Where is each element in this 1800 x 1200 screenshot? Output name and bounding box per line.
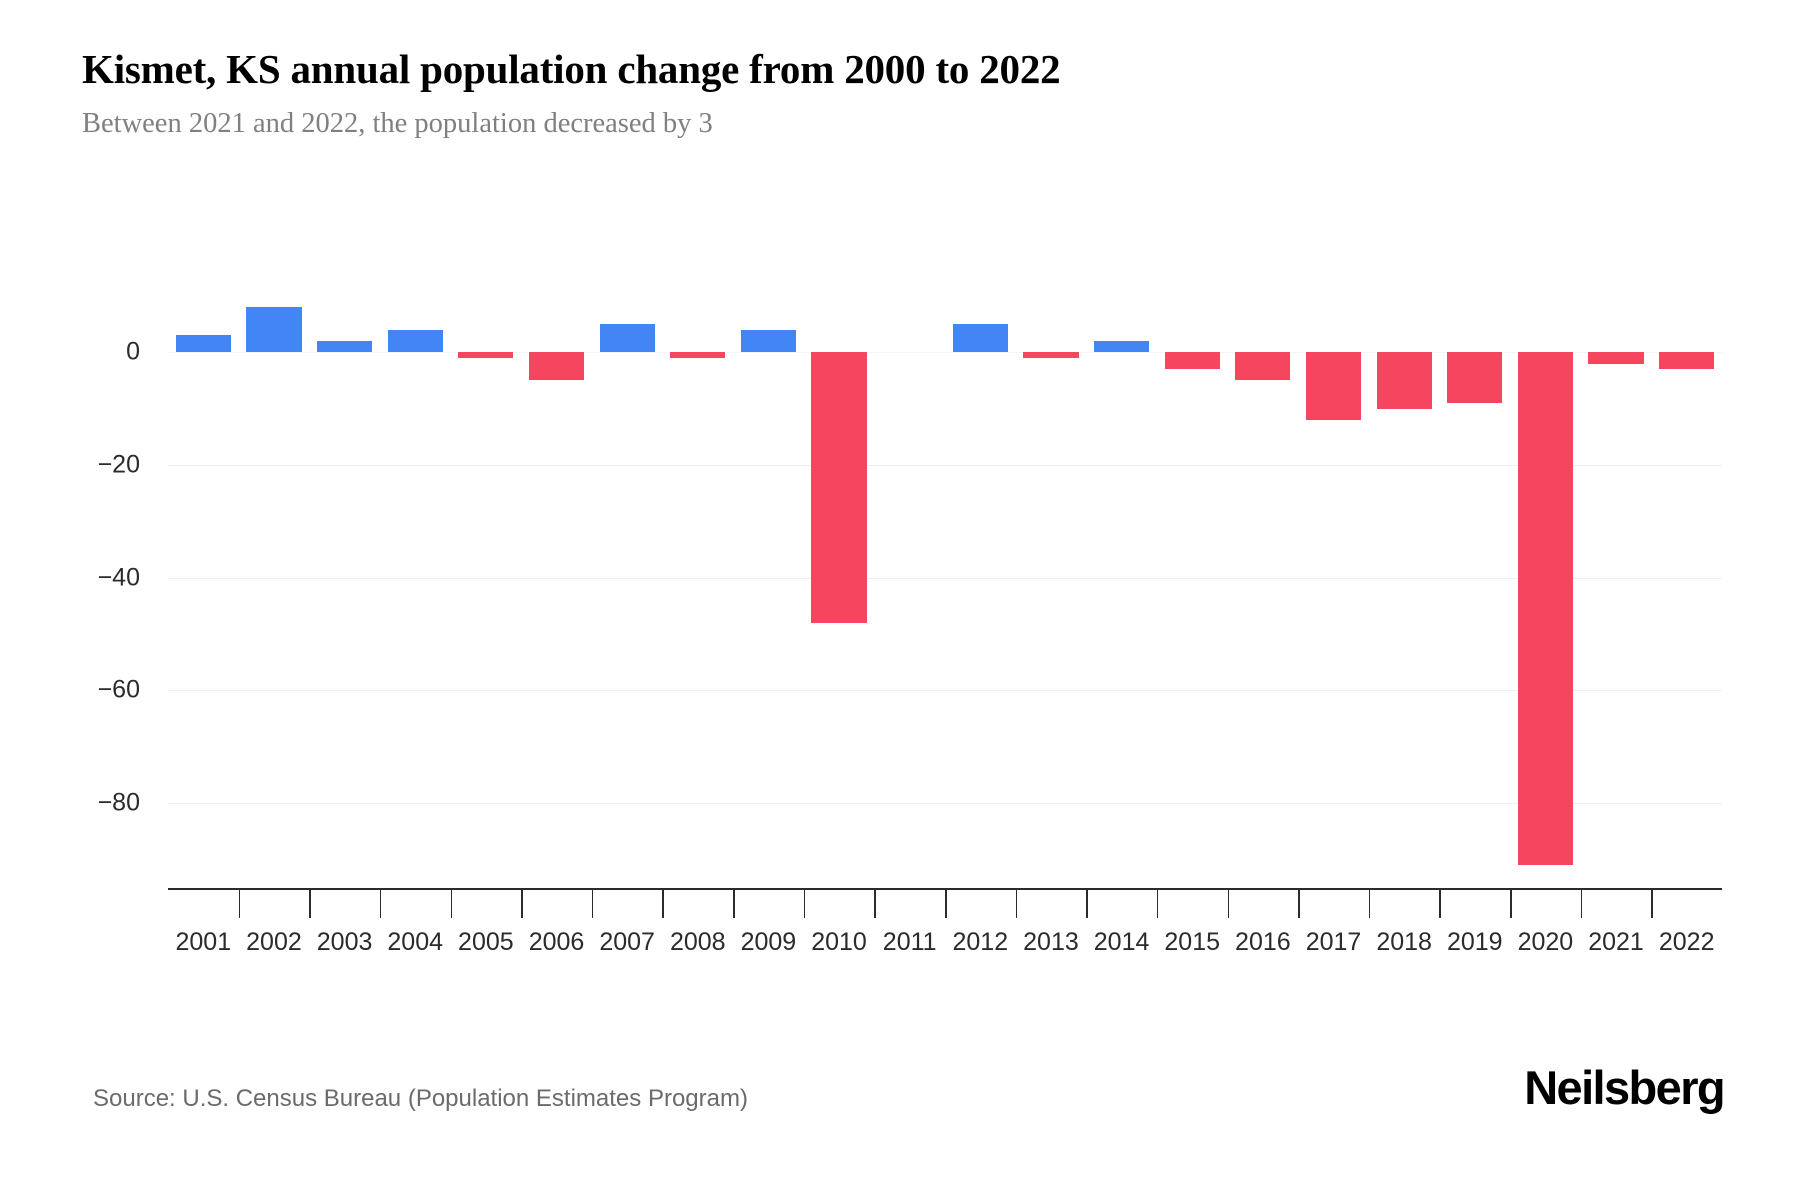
x-axis-tick-label-2001: 2001 [175, 928, 232, 956]
bar-2017[interactable] [1305, 352, 1362, 420]
x-axis-tick [1156, 890, 1159, 918]
gridline [168, 352, 1722, 354]
x-axis-tick [309, 890, 311, 918]
x-axis-tick-label-2018: 2018 [1376, 928, 1432, 956]
bar-2009[interactable] [740, 329, 796, 353]
bar-2008[interactable] [670, 352, 726, 358]
bar-2012[interactable] [952, 324, 1008, 353]
chart-header: Kismet, KS annual population change from… [82, 46, 1722, 141]
x-axis-tick [238, 890, 241, 918]
x-axis-tick [1227, 890, 1230, 918]
x-axis-tick [1015, 890, 1018, 918]
gridline [168, 803, 1722, 805]
bar-2001[interactable] [175, 335, 231, 353]
x-axis-tick-label-2007: 2007 [599, 928, 655, 956]
bar-2019[interactable] [1447, 352, 1503, 403]
bar-2004[interactable] [387, 329, 443, 353]
bar-2015[interactable] [1164, 352, 1220, 370]
x-axis-tick [379, 890, 382, 918]
gridline [168, 577, 1722, 579]
x-axis-tick-label-2003: 2003 [316, 928, 373, 956]
gridline [168, 690, 1722, 692]
x-axis-tick-label-2021: 2021 [1588, 928, 1644, 956]
x-axis-tick [874, 890, 876, 918]
x-axis-tick [1510, 890, 1512, 918]
x-axis-tick [733, 890, 735, 918]
bar-2016[interactable] [1235, 352, 1291, 381]
bar-2013[interactable] [1023, 352, 1079, 358]
x-axis-tick [945, 890, 947, 918]
y-axis-tick-label: −20 [97, 450, 140, 479]
x-axis-tick-label-2020: 2020 [1517, 928, 1574, 956]
chart-subtitle: Between 2021 and 2022, the population de… [82, 108, 713, 140]
x-axis-tick-label-2009: 2009 [740, 928, 797, 956]
x-axis-tick-label-2005: 2005 [458, 928, 514, 956]
source-note: Source: U.S. Census Bureau (Population E… [93, 1085, 748, 1112]
x-axis-tick-label-2012: 2012 [952, 928, 1009, 956]
x-axis-line [168, 888, 1722, 890]
x-axis-tick-label-2010: 2010 [811, 928, 867, 956]
y-axis-tick-label: −60 [97, 675, 140, 704]
x-axis-tick [521, 890, 523, 918]
brand-logo: Neilsberg [1524, 1061, 1725, 1114]
x-axis-tick [450, 890, 453, 918]
x-axis-tick [1368, 890, 1371, 918]
bar-2003[interactable] [317, 341, 373, 353]
x-axis-tick [1298, 890, 1300, 918]
x-axis-tick-label-2015: 2015 [1164, 928, 1221, 956]
x-axis-tick [803, 890, 806, 918]
x-axis-tick [1086, 890, 1088, 918]
x-axis-tick-label-2017: 2017 [1305, 928, 1362, 956]
x-axis-tick [1439, 890, 1441, 918]
bar-2020[interactable] [1517, 352, 1573, 866]
bar-2006[interactable] [528, 352, 585, 381]
bar-2014[interactable] [1094, 341, 1150, 353]
bar-2010[interactable] [811, 352, 867, 623]
bar-2018[interactable] [1376, 352, 1432, 409]
x-axis-tick-label-2013: 2013 [1023, 928, 1079, 956]
x-axis-tick [1580, 890, 1583, 918]
x-axis-tick [1651, 890, 1653, 918]
page-title: Kismet, KS annual population change from… [82, 46, 1061, 92]
bar-2022[interactable] [1659, 352, 1715, 370]
x-axis-tick-label-2014: 2014 [1093, 928, 1150, 956]
x-axis-tick [662, 890, 664, 918]
bar-2005[interactable] [458, 352, 514, 358]
x-axis-tick-label-2004: 2004 [387, 928, 444, 956]
x-axis-tick-label-2022: 2022 [1658, 928, 1715, 956]
x-axis-tick-label-2016: 2016 [1235, 928, 1291, 956]
gridline [168, 465, 1722, 466]
x-axis-tick-label-2002: 2002 [246, 928, 302, 956]
bar-2002[interactable] [246, 307, 302, 353]
x-axis-tick-label-2008: 2008 [669, 928, 726, 956]
y-axis-tick-label: −80 [97, 788, 140, 817]
x-axis-tick-label-2011: 2011 [882, 928, 937, 956]
y-axis-tick-label: −40 [97, 563, 140, 592]
bar-2021[interactable] [1588, 352, 1644, 364]
y-axis-tick-label: 0 [126, 337, 140, 366]
bar-2007[interactable] [599, 324, 655, 353]
x-axis-tick-label-2006: 2006 [528, 928, 585, 956]
x-axis-tick [591, 890, 594, 918]
x-axis-tick-label-2019: 2019 [1446, 928, 1503, 956]
